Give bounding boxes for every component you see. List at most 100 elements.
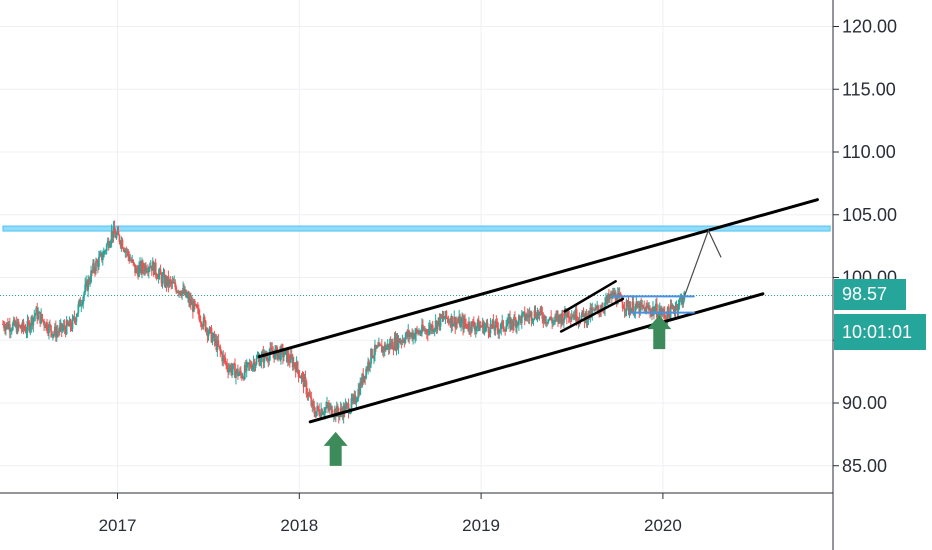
candle-body <box>456 321 459 323</box>
candle-body <box>637 304 640 308</box>
candle-body <box>12 319 15 324</box>
candle-body <box>147 267 150 272</box>
candle-body <box>297 369 300 377</box>
candle-body <box>387 343 390 350</box>
drawings-layer[interactable] <box>257 198 819 466</box>
candle-body <box>628 307 631 312</box>
candle-body <box>345 403 348 405</box>
candle-body <box>449 321 452 327</box>
candle-body <box>382 347 385 352</box>
resistance-zone[interactable] <box>2 225 831 232</box>
candle-body <box>336 406 339 413</box>
candle-body <box>419 331 421 334</box>
candle-body <box>458 316 461 323</box>
candle-body <box>116 230 119 235</box>
candle-body <box>205 329 208 332</box>
candle-body <box>549 316 552 320</box>
candle-body <box>561 313 563 324</box>
candle-body <box>595 307 598 309</box>
candle-body <box>223 355 226 358</box>
candle-body <box>197 308 200 315</box>
channel-upper-trendline <box>257 198 819 359</box>
candle-body <box>420 333 422 335</box>
candle-body <box>101 257 104 260</box>
candle-body <box>262 352 265 363</box>
candle-body <box>356 398 359 402</box>
candle-body <box>660 312 663 315</box>
candle-body <box>267 360 270 362</box>
candle-body <box>120 240 123 246</box>
candle-body <box>114 233 117 238</box>
candle-body <box>143 268 145 272</box>
candle-body <box>236 368 238 373</box>
candle-body <box>59 323 62 327</box>
candle-body <box>524 318 527 321</box>
candle-body <box>555 316 557 318</box>
candle-body <box>544 315 547 323</box>
candle-body <box>235 372 237 378</box>
candle-body <box>15 322 18 333</box>
candle-body <box>460 320 463 328</box>
candle-body <box>441 316 444 318</box>
candle-body <box>303 376 306 388</box>
candle-body <box>310 397 313 406</box>
candle-body <box>203 317 206 321</box>
candle-body <box>139 262 141 267</box>
candle-body <box>580 315 583 322</box>
candle-body <box>597 305 600 310</box>
candle-body <box>168 279 171 286</box>
candle-body <box>23 328 26 330</box>
candle-body <box>45 322 47 329</box>
candle-body <box>493 328 496 331</box>
candle-body <box>347 403 350 414</box>
candle-body <box>675 304 678 309</box>
candle-body <box>53 326 56 334</box>
price-axis[interactable]: 85.0090.0095.00100.00105.00110.00115.001… <box>833 17 897 476</box>
candle-body <box>134 264 137 274</box>
candle-body <box>69 319 72 328</box>
candle-body <box>48 324 50 334</box>
candle-body <box>575 309 578 322</box>
candle-body <box>677 305 680 311</box>
candle-body <box>252 361 255 366</box>
candle-body <box>50 325 52 332</box>
candle-body <box>498 330 501 333</box>
candle-body <box>667 307 670 313</box>
candle-body <box>596 305 599 308</box>
time-axis[interactable]: 2017 2018 2019 2020 <box>99 493 682 535</box>
candle-body <box>434 321 437 329</box>
candle-body <box>588 310 591 318</box>
candle-body <box>186 296 188 298</box>
candle-body <box>21 321 24 330</box>
candle-body <box>160 274 163 284</box>
candle-body <box>181 291 184 296</box>
candle-body <box>605 297 607 303</box>
candle-body <box>263 352 266 363</box>
candle-body <box>280 347 282 360</box>
candle-body <box>469 329 472 332</box>
candle-body <box>378 343 381 345</box>
y-tick-label: 110.00 <box>842 142 896 162</box>
candle-body <box>607 294 609 302</box>
candle-body <box>95 261 97 272</box>
candle-body <box>121 240 124 249</box>
candle-body <box>175 287 178 293</box>
candle-body <box>187 295 189 297</box>
candle-body <box>640 302 643 306</box>
candle-body <box>383 344 386 352</box>
candle-body <box>374 344 376 356</box>
candle-body <box>154 262 157 275</box>
candle-body <box>16 321 19 333</box>
candle-body <box>229 366 231 369</box>
candle-body <box>491 320 494 327</box>
candle-body <box>106 240 109 245</box>
candle-body <box>586 319 589 324</box>
candle-body <box>266 356 269 361</box>
candle-body <box>497 328 500 333</box>
candle-body <box>648 308 650 310</box>
candle-body <box>363 375 366 382</box>
candle-body <box>305 381 308 395</box>
candle-body <box>317 406 320 410</box>
candle-body <box>81 303 84 305</box>
